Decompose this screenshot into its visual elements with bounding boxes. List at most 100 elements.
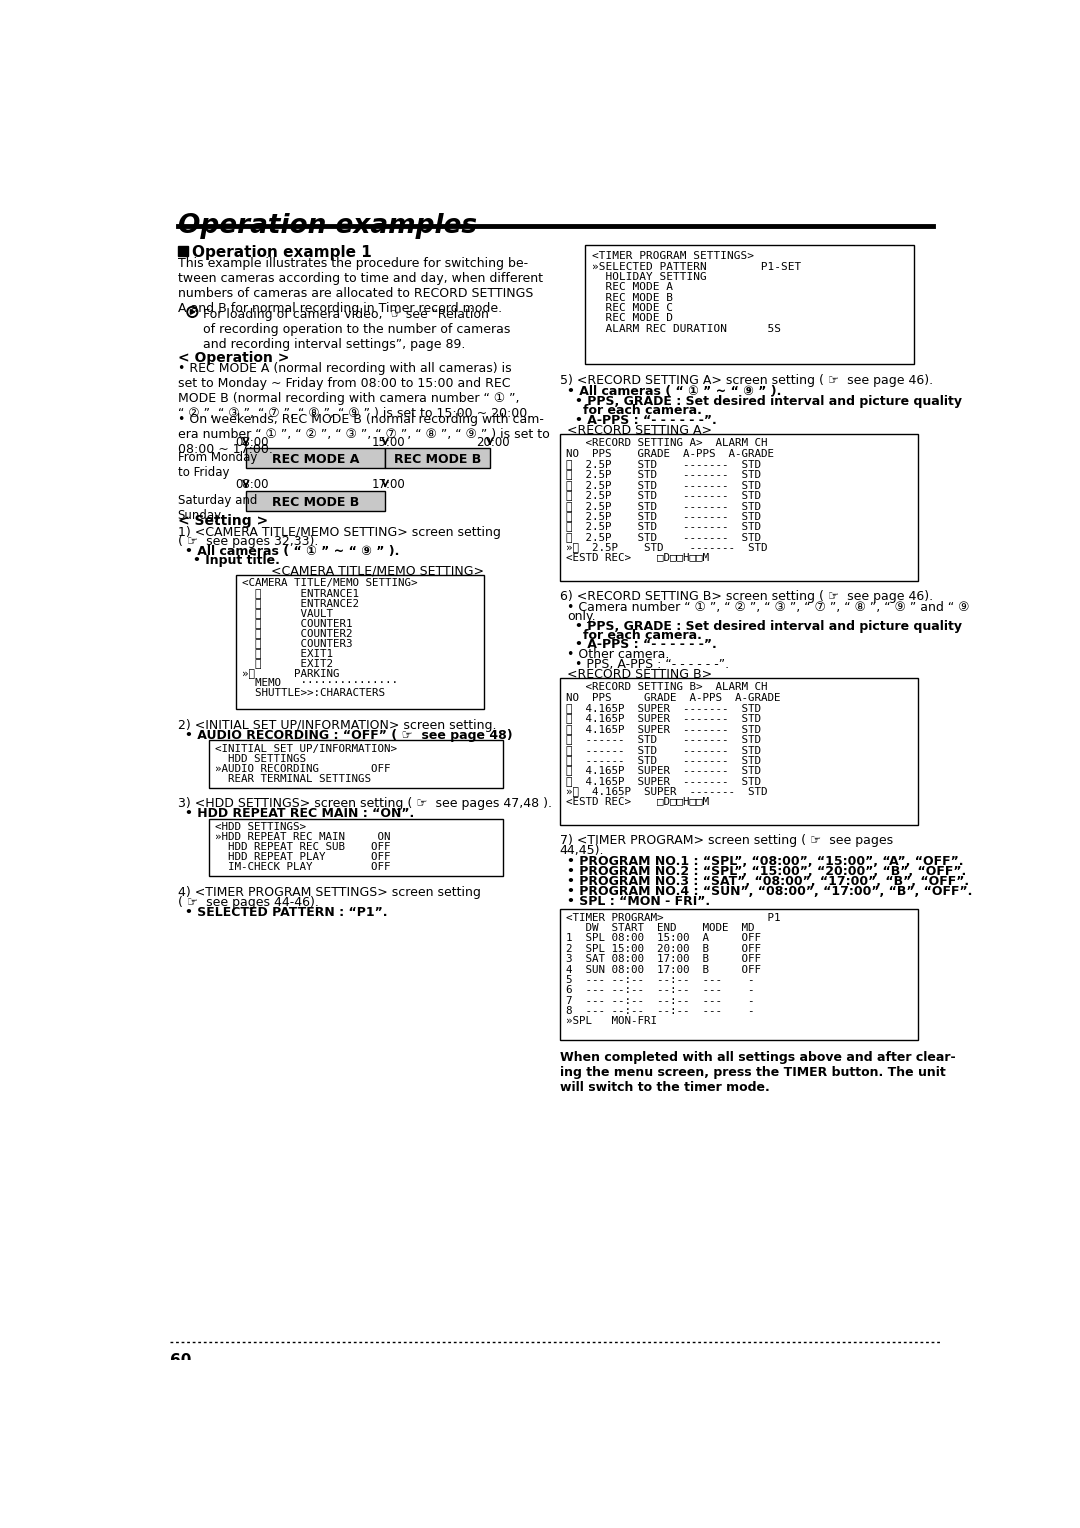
Bar [559, 909, 918, 1039]
Text: for each camera.: for each camera. [583, 405, 702, 417]
Text: ALARM REC DURATION      5S: ALARM REC DURATION 5S [592, 324, 781, 335]
Text: NO  PPS     GRADE  A-PPS  A-GRADE: NO PPS GRADE A-PPS A-GRADE [566, 692, 781, 703]
Text: 08:00: 08:00 [235, 478, 269, 492]
Text: • All cameras ( “ ① ” ~ “ ⑨ ” ).: • All cameras ( “ ① ” ~ “ ⑨ ” ). [186, 545, 400, 558]
Text: ⑦  2.5P    STD    -------  STD: ⑦ 2.5P STD ------- STD [566, 521, 761, 532]
Text: DW  START  END    MODE  MD: DW START END MODE MD [566, 923, 755, 934]
Text: From Monday
to Friday: From Monday to Friday [177, 451, 257, 480]
Text: 8  --- --:--  --:--  ---    -: 8 --- --:-- --:-- --- - [566, 1005, 755, 1016]
Text: • PPS, A-PPS : “- - - - - -”.: • PPS, A-PPS : “- - - - - -”. [576, 657, 729, 671]
Text: »⑨  2.5P    STD    -------  STD: »⑨ 2.5P STD ------- STD [566, 542, 768, 552]
Text: <RECORD SETTING B>  ALARM CH: <RECORD SETTING B> ALARM CH [566, 683, 768, 692]
Text: <RECORD SETTING A>  ALARM CH: <RECORD SETTING A> ALARM CH [566, 439, 768, 448]
Text: ⑤      COUNTER2: ⑤ COUNTER2 [242, 628, 352, 639]
Text: Operation example 1: Operation example 1 [191, 244, 372, 260]
Text: Saturday and
Sunday: Saturday and Sunday [177, 494, 257, 521]
Text: ⑧  2.5P    STD    -------  STD: ⑧ 2.5P STD ------- STD [566, 532, 761, 542]
Text: 15:00: 15:00 [372, 435, 405, 449]
Text: 08:00: 08:00 [235, 435, 269, 449]
Text: 7  --- --:--  --:--  ---    -: 7 --- --:-- --:-- --- - [566, 996, 755, 1005]
Text: 60: 60 [170, 1352, 191, 1368]
Text: »SPL   MON-FRI: »SPL MON-FRI [566, 1016, 657, 1027]
Text: • SPL : “MON - FRI”.: • SPL : “MON - FRI”. [567, 895, 711, 908]
Text: REC MODE B: REC MODE B [393, 454, 481, 466]
Text: 5) <RECORD SETTING A> screen setting ( ☞  see page 46).: 5) <RECORD SETTING A> screen setting ( ☞… [559, 374, 933, 387]
Text: ⑥  2.5P    STD    -------  STD: ⑥ 2.5P STD ------- STD [566, 510, 761, 521]
Text: <TIMER PROGRAM>                P1: <TIMER PROGRAM> P1 [566, 912, 781, 923]
Text: SHUTTLE>>:CHARACTERS: SHUTTLE>>:CHARACTERS [242, 689, 384, 698]
Text: < Setting >: < Setting > [177, 515, 268, 529]
Text: <TIMER PROGRAM SETTINGS>: <TIMER PROGRAM SETTINGS> [592, 251, 754, 261]
Bar [235, 575, 484, 709]
Bar [246, 448, 386, 468]
Text: • A-PPS : “- - - - - -”.: • A-PPS : “- - - - - -”. [576, 414, 717, 426]
Text: ②      ENTRANCE2: ② ENTRANCE2 [242, 599, 359, 608]
Bar [386, 448, 490, 468]
Text: ⑥      COUNTER3: ⑥ COUNTER3 [242, 639, 352, 648]
Text: ③  2.5P    STD    -------  STD: ③ 2.5P STD ------- STD [566, 480, 761, 490]
Text: ①  2.5P    STD    -------  STD: ① 2.5P STD ------- STD [566, 458, 761, 469]
Text: <ESTD REC>    □D□□H□□M: <ESTD REC> □D□□H□□M [566, 553, 708, 562]
Text: ④  2.5P    STD    -------  STD: ④ 2.5P STD ------- STD [566, 490, 761, 500]
Text: 17:00: 17:00 [372, 478, 405, 492]
Text: 5  --- --:--  --:--  ---    -: 5 --- --:-- --:-- --- - [566, 975, 755, 986]
Text: • REC MODE A (normal recording with all cameras) is
set to Monday ~ Friday from : • REC MODE A (normal recording with all … [177, 362, 531, 420]
Text: MEMO   ···············: MEMO ··············· [242, 678, 397, 689]
Text: HDD REPEAT REC SUB    OFF: HDD REPEAT REC SUB OFF [215, 842, 390, 853]
Text: • Input title.: • Input title. [193, 555, 280, 567]
Text: 7) <TIMER PROGRAM> screen setting ( ☞  see pages: 7) <TIMER PROGRAM> screen setting ( ☞ se… [559, 834, 893, 847]
Text: <RECORD SETTING B>: <RECORD SETTING B> [567, 668, 713, 681]
Text: NO  PPS    GRADE  A-PPS  A-GRADE: NO PPS GRADE A-PPS A-GRADE [566, 449, 774, 458]
Text: ⑧  4.165P  SUPER  -------  STD: ⑧ 4.165P SUPER ------- STD [566, 776, 761, 785]
Text: <CAMERA TITLE/MEMO SETTING>: <CAMERA TITLE/MEMO SETTING> [271, 564, 484, 578]
Text: 2  SPL 15:00  20:00  B     OFF: 2 SPL 15:00 20:00 B OFF [566, 944, 761, 953]
Text: IM-CHECK PLAY         OFF: IM-CHECK PLAY OFF [215, 862, 390, 872]
Text: When completed with all settings above and after clear-
ing the menu screen, pre: When completed with all settings above a… [559, 1051, 956, 1094]
Text: < Operation >: < Operation > [177, 351, 289, 365]
Text: for each camera.: for each camera. [583, 630, 702, 642]
Text: ⑦      EXIT1: ⑦ EXIT1 [242, 648, 333, 659]
Text: • Other camera.: • Other camera. [567, 648, 670, 662]
Bar [559, 678, 918, 825]
Text: »SELECTED PATTERN        P1-SET: »SELECTED PATTERN P1-SET [592, 261, 801, 272]
Text: • AUDIO RECORDING : “OFF” ( ☞  see page 48): • AUDIO RECORDING : “OFF” ( ☞ see page 4… [186, 729, 513, 741]
Bar [208, 740, 503, 788]
Text: 3  SAT 08:00  17:00  B     OFF: 3 SAT 08:00 17:00 B OFF [566, 953, 761, 964]
Text: • Camera number “ ① ”, “ ② ”, “ ③ ”, “ ⑦ ”, “ ⑧ ”, “ ⑨ ” and “ ⑨ ”: • Camera number “ ① ”, “ ② ”, “ ③ ”, “ ⑦… [567, 601, 981, 614]
Text: • PROGRAM NO.1 : “SPL”, “08:00”, “15:00”, “A”, “OFF”.: • PROGRAM NO.1 : “SPL”, “08:00”, “15:00”… [567, 854, 964, 868]
Text: REC MODE B: REC MODE B [272, 495, 360, 509]
Text: ②  2.5P    STD    -------  STD: ② 2.5P STD ------- STD [566, 469, 761, 480]
Text: HOLIDAY SETTING: HOLIDAY SETTING [592, 272, 707, 281]
Text: • PROGRAM NO.4 : “SUN”, “08:00”, “17:00”, “B”, “OFF”.: • PROGRAM NO.4 : “SUN”, “08:00”, “17:00”… [567, 885, 973, 898]
Text: 6) <RECORD SETTING B> screen setting ( ☞  see page 46).: 6) <RECORD SETTING B> screen setting ( ☞… [559, 590, 933, 604]
Text: ⑥  ------  STD    -------  STD: ⑥ ------ STD ------- STD [566, 755, 761, 766]
Text: HDD REPEAT PLAY       OFF: HDD REPEAT PLAY OFF [215, 853, 390, 862]
Text: • PPS, GRADE : Set desired interval and picture quality: • PPS, GRADE : Set desired interval and … [576, 620, 962, 633]
Text: »⑨      PARKING: »⑨ PARKING [242, 668, 339, 678]
Text: ④  ------  STD    -------  STD: ④ ------ STD ------- STD [566, 735, 761, 744]
Text: ②  4.165P  SUPER  -------  STD: ② 4.165P SUPER ------- STD [566, 714, 761, 723]
Text: ( ☞  see pages 44-46).: ( ☞ see pages 44-46). [177, 895, 319, 909]
Text: 3) <HDD SETTINGS> screen setting ( ☞  see pages 47,48 ).: 3) <HDD SETTINGS> screen setting ( ☞ see… [177, 798, 552, 810]
Text: 6  --- --:--  --:--  ---    -: 6 --- --:-- --:-- --- - [566, 986, 755, 995]
Text: ③      VAULT: ③ VAULT [242, 608, 333, 619]
Text: REC MODE D: REC MODE D [592, 313, 673, 324]
Bar [246, 490, 386, 510]
Bar [177, 246, 188, 255]
Text: <RECORD SETTING A>: <RECORD SETTING A> [567, 425, 713, 437]
Bar [584, 244, 914, 364]
Text: • PROGRAM NO.2 : “SPL”, “15:00”, “20:00”, “B”, “OFF”.: • PROGRAM NO.2 : “SPL”, “15:00”, “20:00”… [567, 865, 967, 877]
Text: ①      ENTRANCE1: ① ENTRANCE1 [242, 588, 359, 599]
Text: • A-PPS : “- - - - - -”.: • A-PPS : “- - - - - -”. [576, 639, 717, 651]
Circle shape [187, 307, 198, 318]
Text: Operation examples: Operation examples [177, 212, 476, 238]
Bar [208, 819, 503, 877]
Text: 1) <CAMERA TITLE/MEMO SETTING> screen setting: 1) <CAMERA TITLE/MEMO SETTING> screen se… [177, 526, 500, 539]
Text: <ESTD REC>    □D□□H□□M: <ESTD REC> □D□□H□□M [566, 796, 708, 807]
Text: »HDD REPEAT REC MAIN     ON: »HDD REPEAT REC MAIN ON [215, 833, 390, 842]
Text: <HDD SETTINGS>: <HDD SETTINGS> [215, 822, 306, 833]
Circle shape [189, 309, 195, 315]
Text: »AUDIO RECORDING        OFF: »AUDIO RECORDING OFF [215, 764, 390, 775]
Text: • All cameras ( “ ① ” ~ “ ⑨ ” ).: • All cameras ( “ ① ” ~ “ ⑨ ” ). [567, 385, 782, 399]
Text: • PPS, GRADE : Set desired interval and picture quality: • PPS, GRADE : Set desired interval and … [576, 396, 962, 408]
